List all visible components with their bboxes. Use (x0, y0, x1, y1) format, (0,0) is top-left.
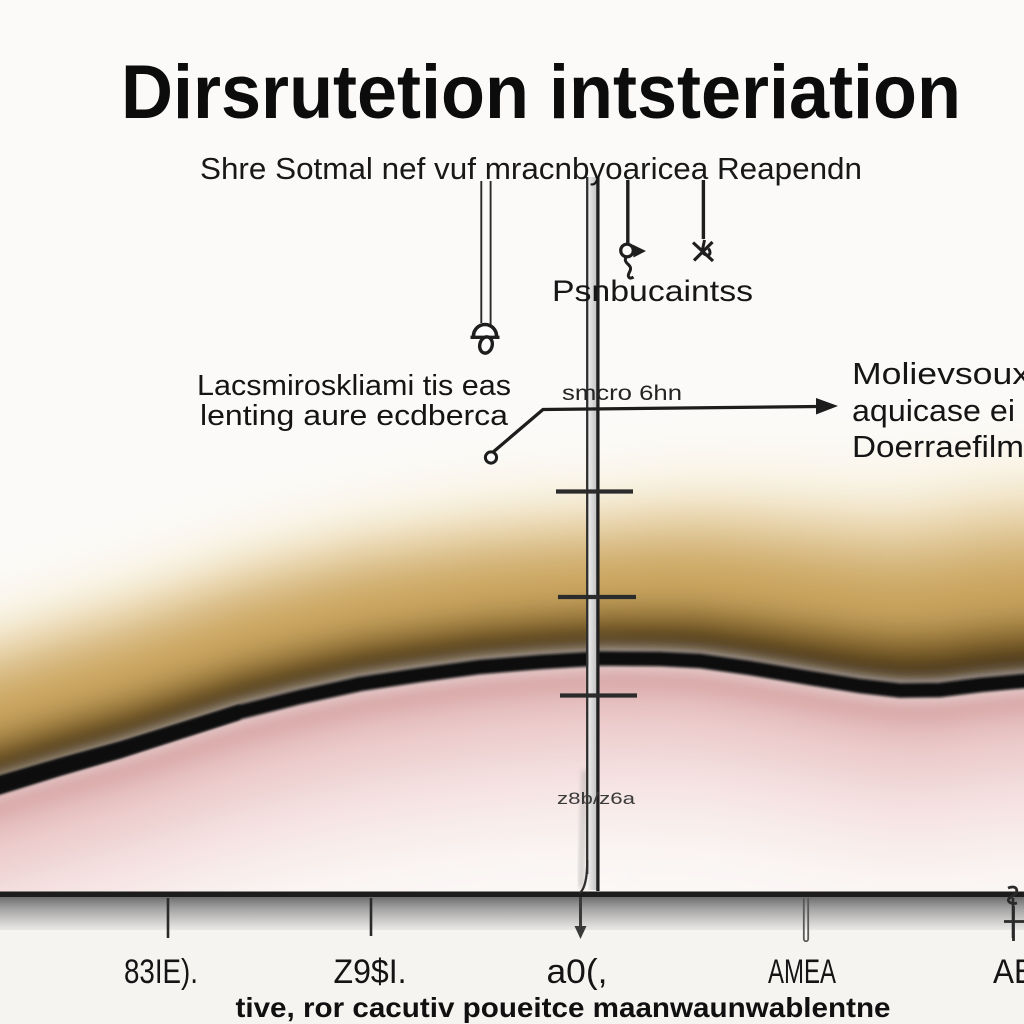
svg-text:Doerraefilm: Doerraefilm (852, 429, 1024, 464)
svg-text:aquicase ei: aquicase ei (852, 393, 1015, 428)
svg-text:Molievsouxl: Molievsouxl (852, 356, 1024, 391)
svg-text:Shre Sotmal nef vuf mracnbyoar: Shre Sotmal nef vuf mracnbyoaricea Reape… (200, 151, 862, 186)
svg-text:Psnbucaintss: Psnbucaintss (552, 275, 753, 308)
svg-text:83IE).: 83IE). (124, 953, 198, 991)
svg-text:AE: AE (993, 953, 1024, 991)
svg-text:smcro 6hn: smcro 6hn (562, 382, 682, 405)
svg-text:a0(,: a0(, (547, 953, 608, 991)
svg-text:AMEA: AMEA (768, 953, 836, 991)
svg-text:lenting aure ecdberca: lenting aure ecdberca (200, 400, 509, 432)
svg-text:z8b/z6a: z8b/z6a (557, 789, 636, 808)
svg-text:tive, ror cacutiv poueitce maa: tive, ror cacutiv poueitce maanwaunwable… (236, 992, 891, 1023)
svg-text:Z9$I.: Z9$I. (334, 953, 407, 991)
svg-text:Dirsrutetion intsteriation: Dirsrutetion intsteriation (121, 50, 961, 135)
svg-text:Lacsmiroskliami tis eas: Lacsmiroskliami tis eas (197, 370, 511, 402)
